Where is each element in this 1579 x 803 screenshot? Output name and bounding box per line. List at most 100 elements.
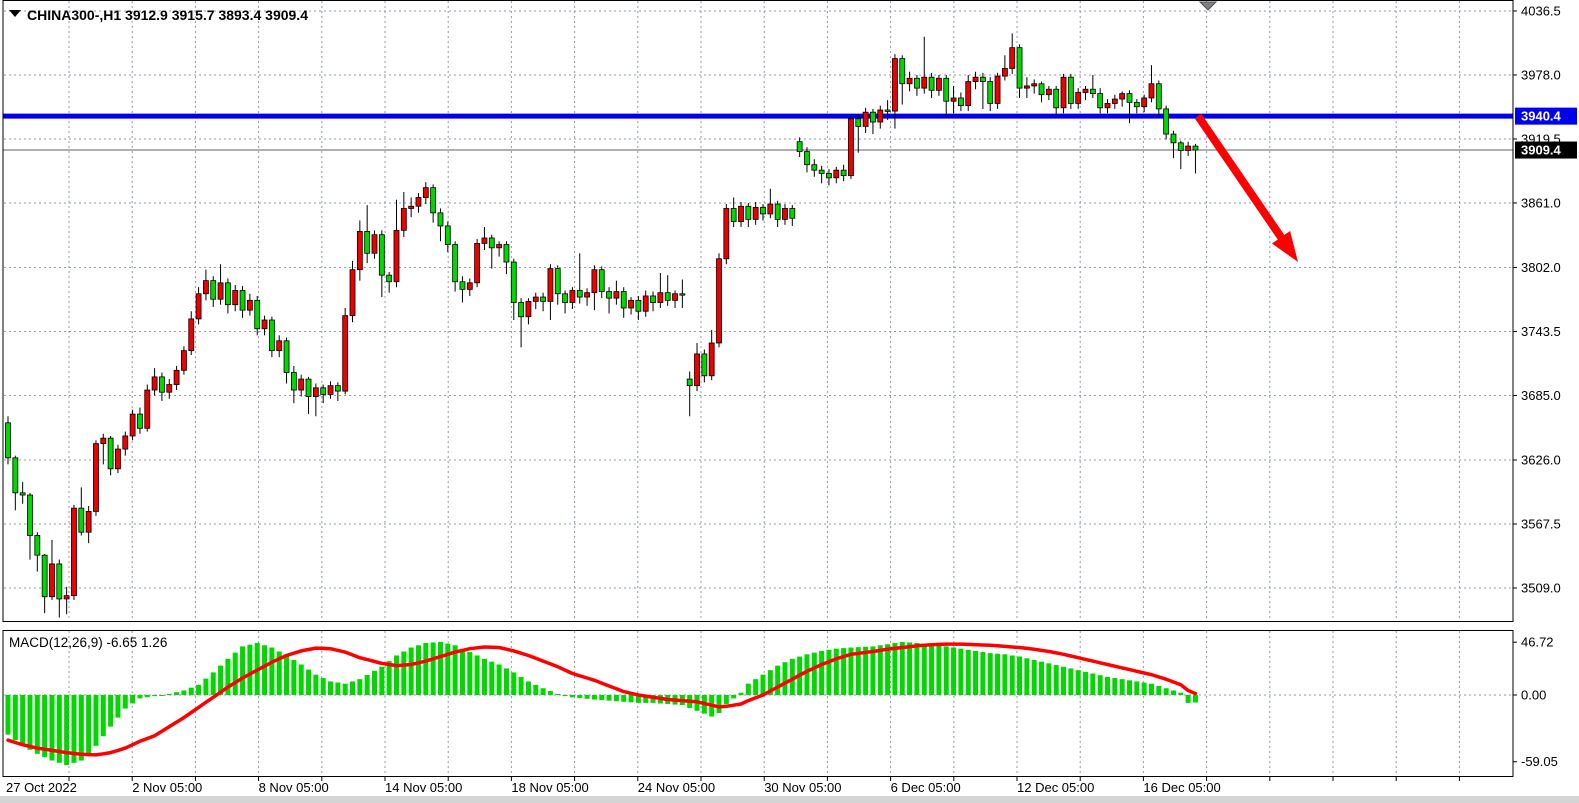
macd-histogram-bar bbox=[481, 658, 487, 695]
candle-body bbox=[122, 435, 129, 450]
macd-histogram-bar bbox=[196, 684, 202, 695]
macd-histogram-bar bbox=[210, 672, 216, 695]
candle-bullish bbox=[965, 75, 972, 112]
candle-bullish bbox=[1060, 73, 1067, 114]
candle-body bbox=[393, 229, 400, 283]
candle-body bbox=[870, 111, 876, 123]
candle-body bbox=[840, 169, 847, 177]
macd-histogram-bar bbox=[474, 655, 480, 695]
candle-bullish bbox=[994, 72, 1001, 109]
macd-histogram-bar bbox=[716, 695, 722, 714]
resistance-hline[interactable] bbox=[3, 113, 1513, 119]
candle-body bbox=[1104, 103, 1111, 109]
candle-body bbox=[943, 77, 950, 102]
candle-bearish bbox=[818, 165, 825, 184]
candle-body bbox=[767, 203, 774, 215]
macd-histogram-bar bbox=[452, 645, 458, 695]
candle-body bbox=[1163, 108, 1170, 135]
candle-bearish bbox=[268, 316, 275, 358]
candle-body bbox=[503, 244, 510, 263]
macd-histogram-bar bbox=[841, 648, 847, 695]
candle-bullish bbox=[261, 315, 268, 336]
macd-histogram-bar bbox=[767, 670, 773, 695]
candle-body bbox=[628, 299, 634, 309]
candle-bullish bbox=[1045, 85, 1052, 101]
macd-histogram-bar bbox=[108, 695, 114, 727]
horizontal-line-object[interactable] bbox=[3, 113, 1513, 151]
candle-body bbox=[129, 413, 136, 437]
candle-bearish bbox=[789, 205, 796, 226]
macd-histogram-bar bbox=[49, 695, 55, 761]
grid-layer bbox=[4, 1, 1512, 776]
price-tick-label: 3567.5 bbox=[1521, 517, 1561, 532]
macd-histogram-bar bbox=[152, 695, 158, 697]
candle-body bbox=[1192, 145, 1199, 151]
candle-body bbox=[774, 203, 781, 220]
price-tick-label: 4036.5 bbox=[1521, 4, 1561, 19]
shift-marker-icon[interactable] bbox=[1198, 1, 1218, 11]
macd-histogram-bar bbox=[86, 695, 92, 754]
macd-histogram-bar bbox=[401, 651, 407, 695]
candle-bullish bbox=[49, 539, 55, 601]
candle-bullish bbox=[782, 204, 788, 225]
macd-histogram-bar bbox=[555, 693, 561, 695]
candle-bearish bbox=[562, 290, 568, 314]
macd-histogram-bar bbox=[100, 695, 106, 737]
candle-bullish bbox=[356, 220, 363, 281]
candle-body bbox=[620, 291, 627, 309]
candle-bullish bbox=[525, 298, 532, 325]
candle-body bbox=[1082, 88, 1089, 93]
drawing-objects-layer[interactable] bbox=[1194, 1, 1298, 262]
time-axis-label: 16 Dec 05:00 bbox=[1143, 780, 1220, 795]
trend-arrow-shaft[interactable] bbox=[1194, 113, 1288, 245]
time-axis-label: 27 Oct 2022 bbox=[6, 780, 77, 795]
candle-bearish bbox=[606, 287, 612, 314]
candle-bullish bbox=[400, 192, 407, 237]
candle-body bbox=[246, 299, 253, 311]
symbol-dropdown-icon[interactable] bbox=[9, 10, 21, 17]
macd-histogram-bar bbox=[386, 661, 392, 695]
candle-body bbox=[254, 299, 261, 330]
candle-body bbox=[532, 296, 539, 302]
candle-bearish bbox=[159, 372, 165, 401]
candle-body bbox=[481, 237, 488, 244]
macd-histogram-bar bbox=[1083, 671, 1089, 695]
candle-bullish bbox=[1119, 91, 1126, 107]
macd-histogram-bar bbox=[606, 695, 612, 701]
bottom-scroll-strip[interactable] bbox=[0, 796, 1579, 803]
candle-body bbox=[818, 169, 825, 174]
macd-histogram-bar bbox=[1119, 679, 1125, 695]
candle-body bbox=[217, 282, 224, 300]
candle-bullish bbox=[591, 265, 598, 311]
candle-bearish bbox=[679, 279, 686, 308]
macd-tick-label: -59.05 bbox=[1521, 754, 1558, 769]
candle-bearish bbox=[56, 559, 63, 618]
candle-bullish bbox=[1009, 33, 1016, 74]
macd-histogram-bar bbox=[445, 643, 451, 695]
candle-body bbox=[459, 281, 466, 290]
macd-histogram-bar bbox=[753, 679, 759, 695]
macd-histogram-bar bbox=[826, 649, 832, 695]
candle-bullish bbox=[408, 197, 415, 218]
candle-bearish bbox=[760, 204, 766, 221]
candle-body bbox=[760, 206, 766, 215]
macd-histogram-bar bbox=[188, 687, 194, 695]
candle-bullish bbox=[1001, 55, 1008, 81]
candle-bearish bbox=[254, 295, 261, 336]
trend-arrow-head[interactable] bbox=[1271, 231, 1298, 262]
candle-body bbox=[437, 212, 444, 227]
candle-bearish bbox=[774, 200, 781, 228]
candle-bearish bbox=[224, 278, 231, 314]
candle-bullish bbox=[415, 193, 422, 213]
candle-bullish bbox=[950, 85, 957, 114]
candle-body bbox=[1075, 92, 1082, 104]
candle-body bbox=[965, 81, 972, 107]
candle-bearish bbox=[78, 487, 85, 536]
candle-body bbox=[188, 318, 195, 352]
candle-bullish bbox=[422, 182, 429, 205]
candle-body bbox=[613, 291, 620, 299]
candle-body bbox=[950, 97, 957, 102]
candle-bearish bbox=[804, 147, 810, 173]
macd-histogram-bar bbox=[635, 695, 641, 703]
